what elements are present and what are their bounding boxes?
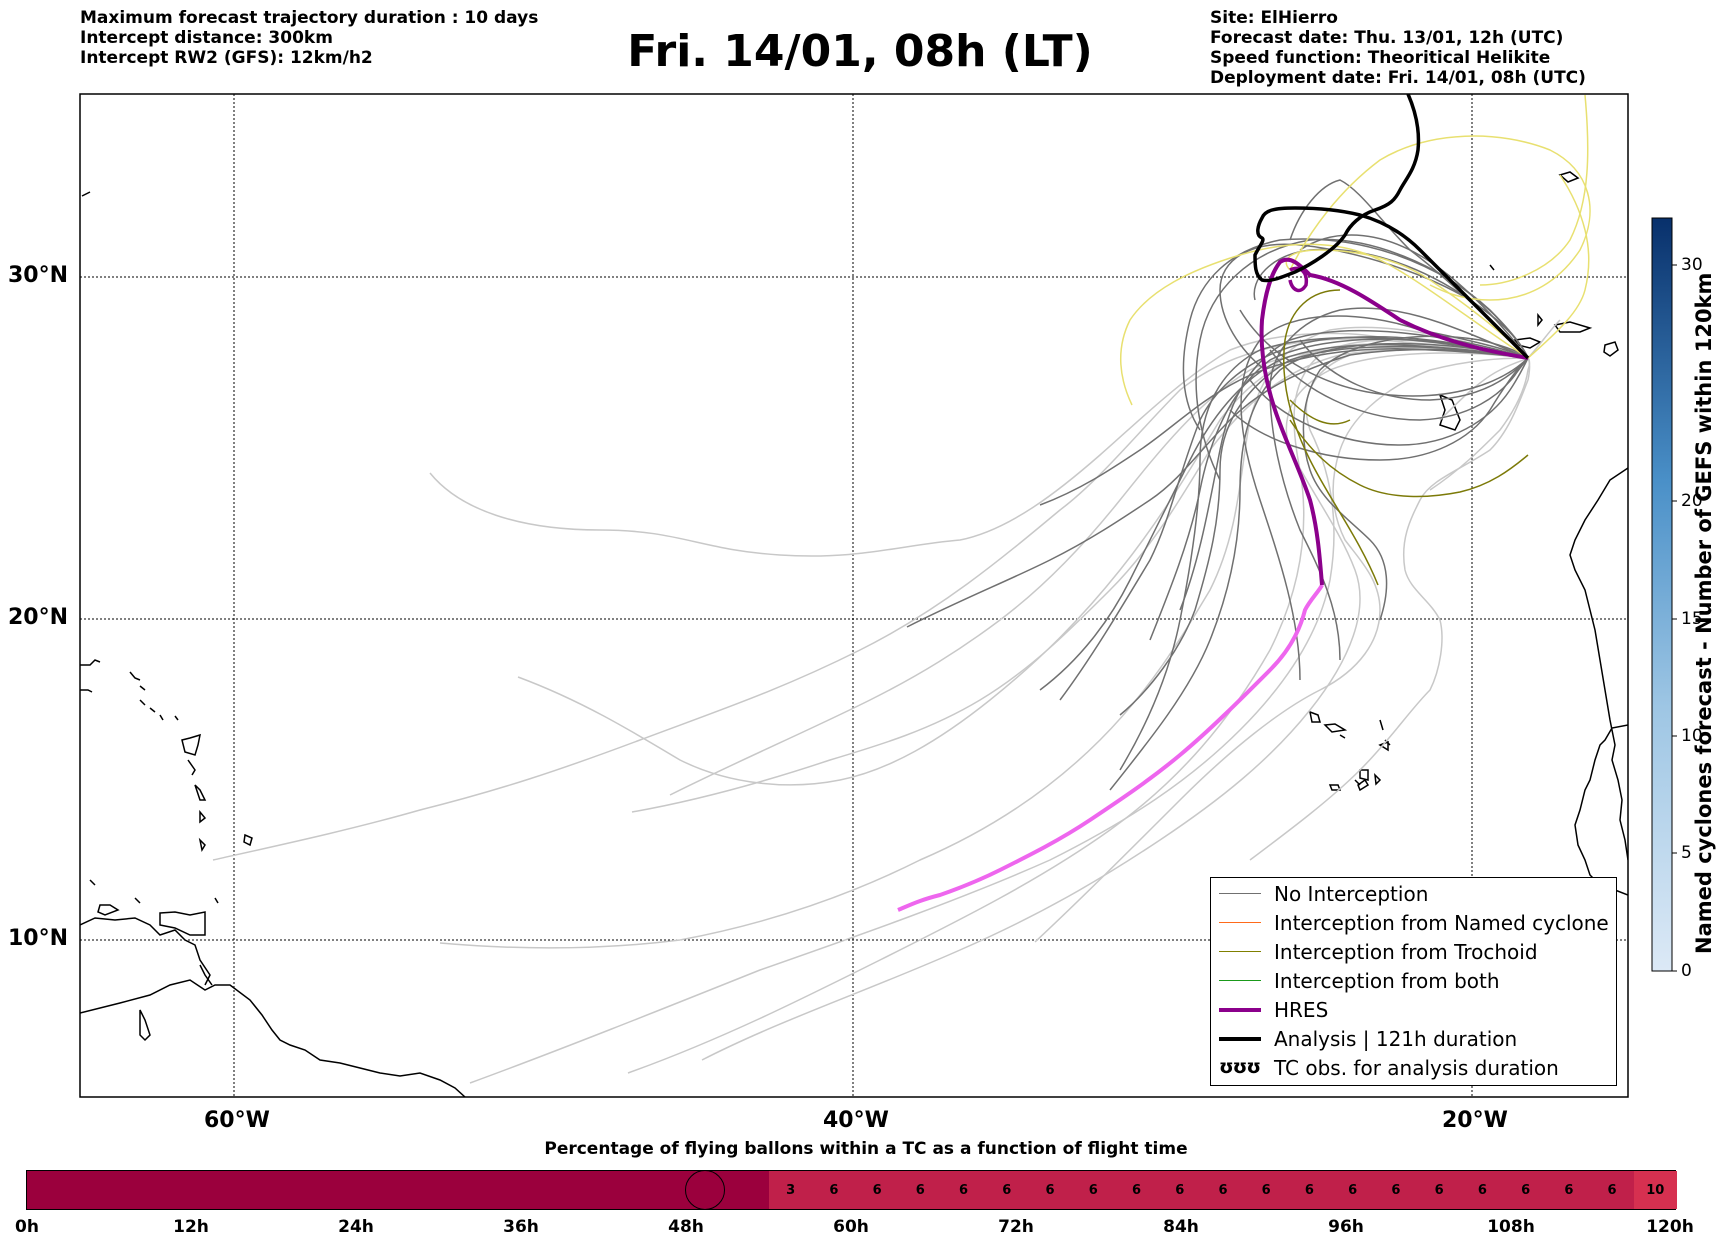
time-bar-segment: 6: [1460, 1171, 1504, 1209]
time-bar-segment: 6: [985, 1171, 1029, 1209]
time-tick-label: 36h: [503, 1217, 539, 1237]
colorbar-tick: 20: [1681, 491, 1703, 511]
time-bar-segment: 6: [1547, 1171, 1591, 1209]
legend-label: TC obs. for analysis duration: [1274, 1056, 1559, 1080]
colorbar-tick: 30: [1681, 255, 1703, 275]
lon-label-40w: 40°W: [823, 1108, 889, 1133]
legend-swatch: [1219, 893, 1261, 894]
time-bar-segment: 6: [941, 1171, 986, 1209]
speed-function-text: Speed function: Theoritical Helikite: [1210, 48, 1551, 68]
legend-swatch: [1219, 1008, 1261, 1012]
time-bar-segment: 6: [1114, 1171, 1159, 1209]
legend-label: HRES: [1274, 998, 1329, 1022]
time-tick-label: 108h: [1487, 1217, 1535, 1237]
max-duration-text: Maximum forecast trajectory duration : 1…: [80, 8, 539, 28]
legend-label: Interception from Named cyclone: [1274, 911, 1609, 935]
map-frame: [79, 93, 1629, 1098]
time-bar-segment: 10: [1633, 1171, 1677, 1209]
colorbar-label: Named cyclones forecast - Number of GEFS…: [1692, 272, 1716, 954]
legend-item-trochoid: Interception from Trochoid: [1211, 938, 1616, 967]
trajectories-light: [212, 319, 1561, 1084]
header-right: Site: ElHierro Forecast date: Thu. 13/01…: [1210, 8, 1586, 88]
time-bar-segment: 6: [1158, 1171, 1202, 1209]
analysis-trajectory: [1253, 94, 1530, 360]
lon-label-60w: 60°W: [204, 1108, 270, 1133]
map-legend: No Interception Interception from Named …: [1210, 877, 1617, 1086]
time-tick-label: 72h: [998, 1217, 1034, 1237]
time-bar-segment: 6: [1244, 1171, 1288, 1209]
time-bar-title: Percentage of flying ballons within a TC…: [544, 1139, 1188, 1159]
legend-item-named-cyclone: Interception from Named cyclone: [1211, 909, 1616, 938]
time-bar-segment: 3: [769, 1171, 813, 1209]
lon-label-20w: 20°W: [1442, 1108, 1508, 1133]
legend-item-both: Interception from both: [1211, 967, 1616, 996]
time-bar-segment: 6: [1071, 1171, 1115, 1209]
page-title: Fri. 14/01, 08h (LT): [627, 26, 1093, 77]
legend-item-tc-obs: ʊʊʊ TC obs. for analysis duration: [1211, 1054, 1616, 1083]
time-bar-segment: 6: [1287, 1171, 1332, 1209]
time-tick-label: 0h: [15, 1217, 39, 1237]
colorbar-tick: 15: [1681, 609, 1703, 629]
time-bar-segment: 6: [855, 1171, 899, 1209]
time-tick-label: 120h: [1646, 1217, 1694, 1237]
colorbar-tick: 5: [1681, 843, 1692, 863]
time-bar-segment: 6: [1201, 1171, 1245, 1209]
header-left: Maximum forecast trajectory duration : 1…: [80, 8, 538, 68]
lat-label-20n: 20°N: [8, 605, 69, 630]
legend-label: No Interception: [1274, 882, 1429, 906]
time-bar-segment: 6: [1331, 1171, 1375, 1209]
intercept-distance-text: Intercept distance: 300km: [80, 28, 333, 48]
legend-swatch: [1219, 980, 1261, 981]
time-bar-segment: 6: [1503, 1171, 1548, 1209]
lat-label-10n: 10°N: [8, 926, 69, 951]
lat-label-30n: 30°N: [8, 263, 69, 288]
time-tick-label: 84h: [1163, 1217, 1199, 1237]
time-bar-segment: 6: [1374, 1171, 1418, 1209]
tc-symbol-icon: ʊʊʊ: [1219, 1056, 1261, 1078]
legend-swatch: [1219, 1037, 1261, 1041]
time-bar-segment: 6: [1590, 1171, 1634, 1209]
colorbar: [1651, 217, 1673, 972]
time-tick-label: 24h: [338, 1217, 374, 1237]
legend-swatch: [1219, 951, 1261, 952]
trajectories-dark: [906, 179, 1529, 791]
time-marker-circle: [685, 1170, 725, 1210]
time-bar-segment-dark: [27, 1171, 769, 1209]
legend-swatch: [1219, 922, 1261, 923]
intercept-rw2-text: Intercept RW2 (GFS): 12km/h2: [80, 48, 373, 68]
colorbar-tick: 10: [1681, 726, 1703, 746]
time-bar: 3 6 6 6 6 6 6 6 6 6 6 6 6 6 6 6 6 6 6 6 10: [26, 1170, 1677, 1210]
time-tick-label: 60h: [833, 1217, 869, 1237]
trajectories-olive: [1282, 289, 1529, 586]
time-bar-segment: 6: [1028, 1171, 1072, 1209]
legend-label: Interception from both: [1274, 969, 1500, 993]
time-tick-label: 48h: [668, 1217, 704, 1237]
legend-item-hres: HRES: [1211, 996, 1616, 1025]
legend-label: Analysis | 121h duration: [1274, 1027, 1518, 1051]
legend-item-no-interception: No Interception: [1211, 880, 1616, 909]
site-text: Site: ElHierro: [1210, 8, 1338, 28]
time-bar-segment: 6: [1417, 1171, 1461, 1209]
time-tick-label: 12h: [173, 1217, 209, 1237]
colorbar-tick: 0: [1681, 961, 1692, 981]
time-bar-segment: 6: [812, 1171, 856, 1209]
time-bar-segment: 6: [898, 1171, 942, 1209]
time-tick-label: 96h: [1328, 1217, 1364, 1237]
forecast-date-text: Forecast date: Thu. 13/01, 12h (UTC): [1210, 28, 1564, 48]
map-gridlines: [80, 94, 1628, 1097]
deployment-date-text: Deployment date: Fri. 14/01, 08h (UTC): [1210, 68, 1586, 88]
legend-item-analysis: Analysis | 121h duration: [1211, 1025, 1616, 1054]
legend-label: Interception from Trochoid: [1274, 940, 1538, 964]
